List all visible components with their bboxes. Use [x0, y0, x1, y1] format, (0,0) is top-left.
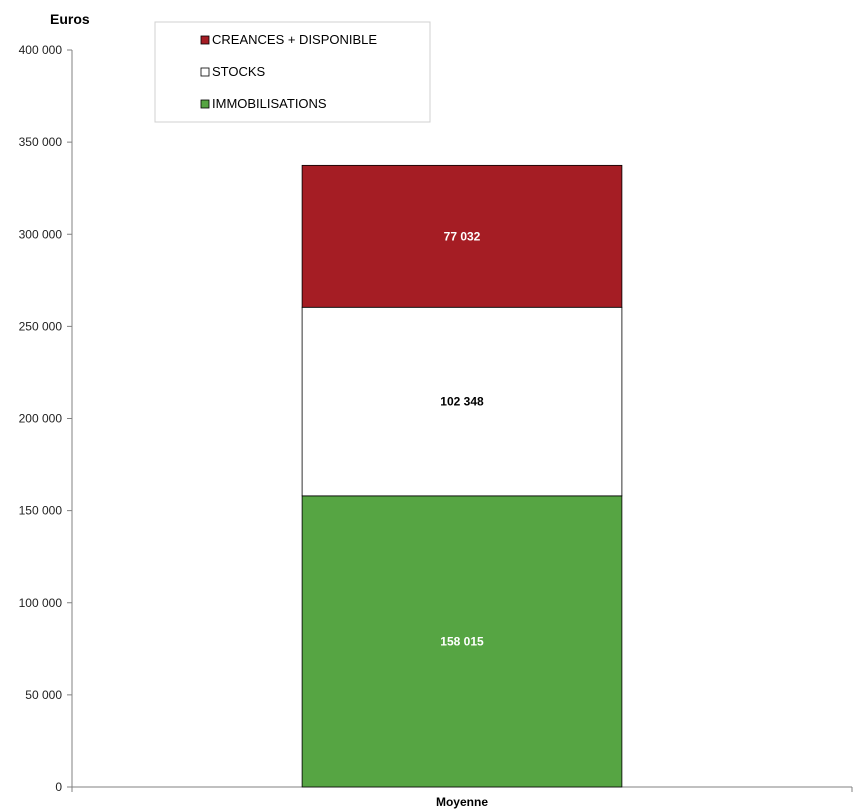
y-tick-label: 150 000: [19, 504, 63, 518]
legend-label: CREANCES + DISPONIBLE: [212, 32, 377, 47]
legend-label: IMMOBILISATIONS: [212, 96, 327, 111]
x-category-label: Moyenne: [436, 795, 488, 809]
y-tick-label: 200 000: [19, 412, 63, 426]
y-tick-label: 350 000: [19, 135, 63, 149]
y-tick-label: 50 000: [25, 688, 62, 702]
data-label: 77 032: [444, 229, 481, 243]
y-tick-label: 400 000: [19, 43, 63, 57]
y-tick-label: 300 000: [19, 227, 63, 241]
bar-segment-creances-disponible: [301, 164, 623, 308]
y-tick-label: 250 000: [19, 319, 63, 333]
legend-swatch: [200, 35, 210, 45]
bars: 158 015 102 348 77 032: [301, 164, 623, 788]
bar-segment-stocks: [301, 306, 623, 497]
legend-label: STOCKS: [212, 64, 266, 79]
data-label: 158 015: [440, 634, 484, 648]
y-tick-label: 100 000: [19, 596, 63, 610]
bar-segment-immobilisations: [301, 495, 623, 788]
legend-swatch: [200, 99, 210, 109]
data-label: 102 348: [440, 395, 484, 409]
legend: CREANCES + DISPONIBLE STOCKS IMMOBILISATIO…: [154, 21, 431, 123]
y-tick-label: 0: [55, 780, 62, 794]
axes: 0 50 000 100 000 150 000 200 000 250 000 300 0…: [19, 43, 853, 809]
legend-swatch: [200, 67, 210, 77]
y-axis-title: Euros: [50, 11, 90, 27]
